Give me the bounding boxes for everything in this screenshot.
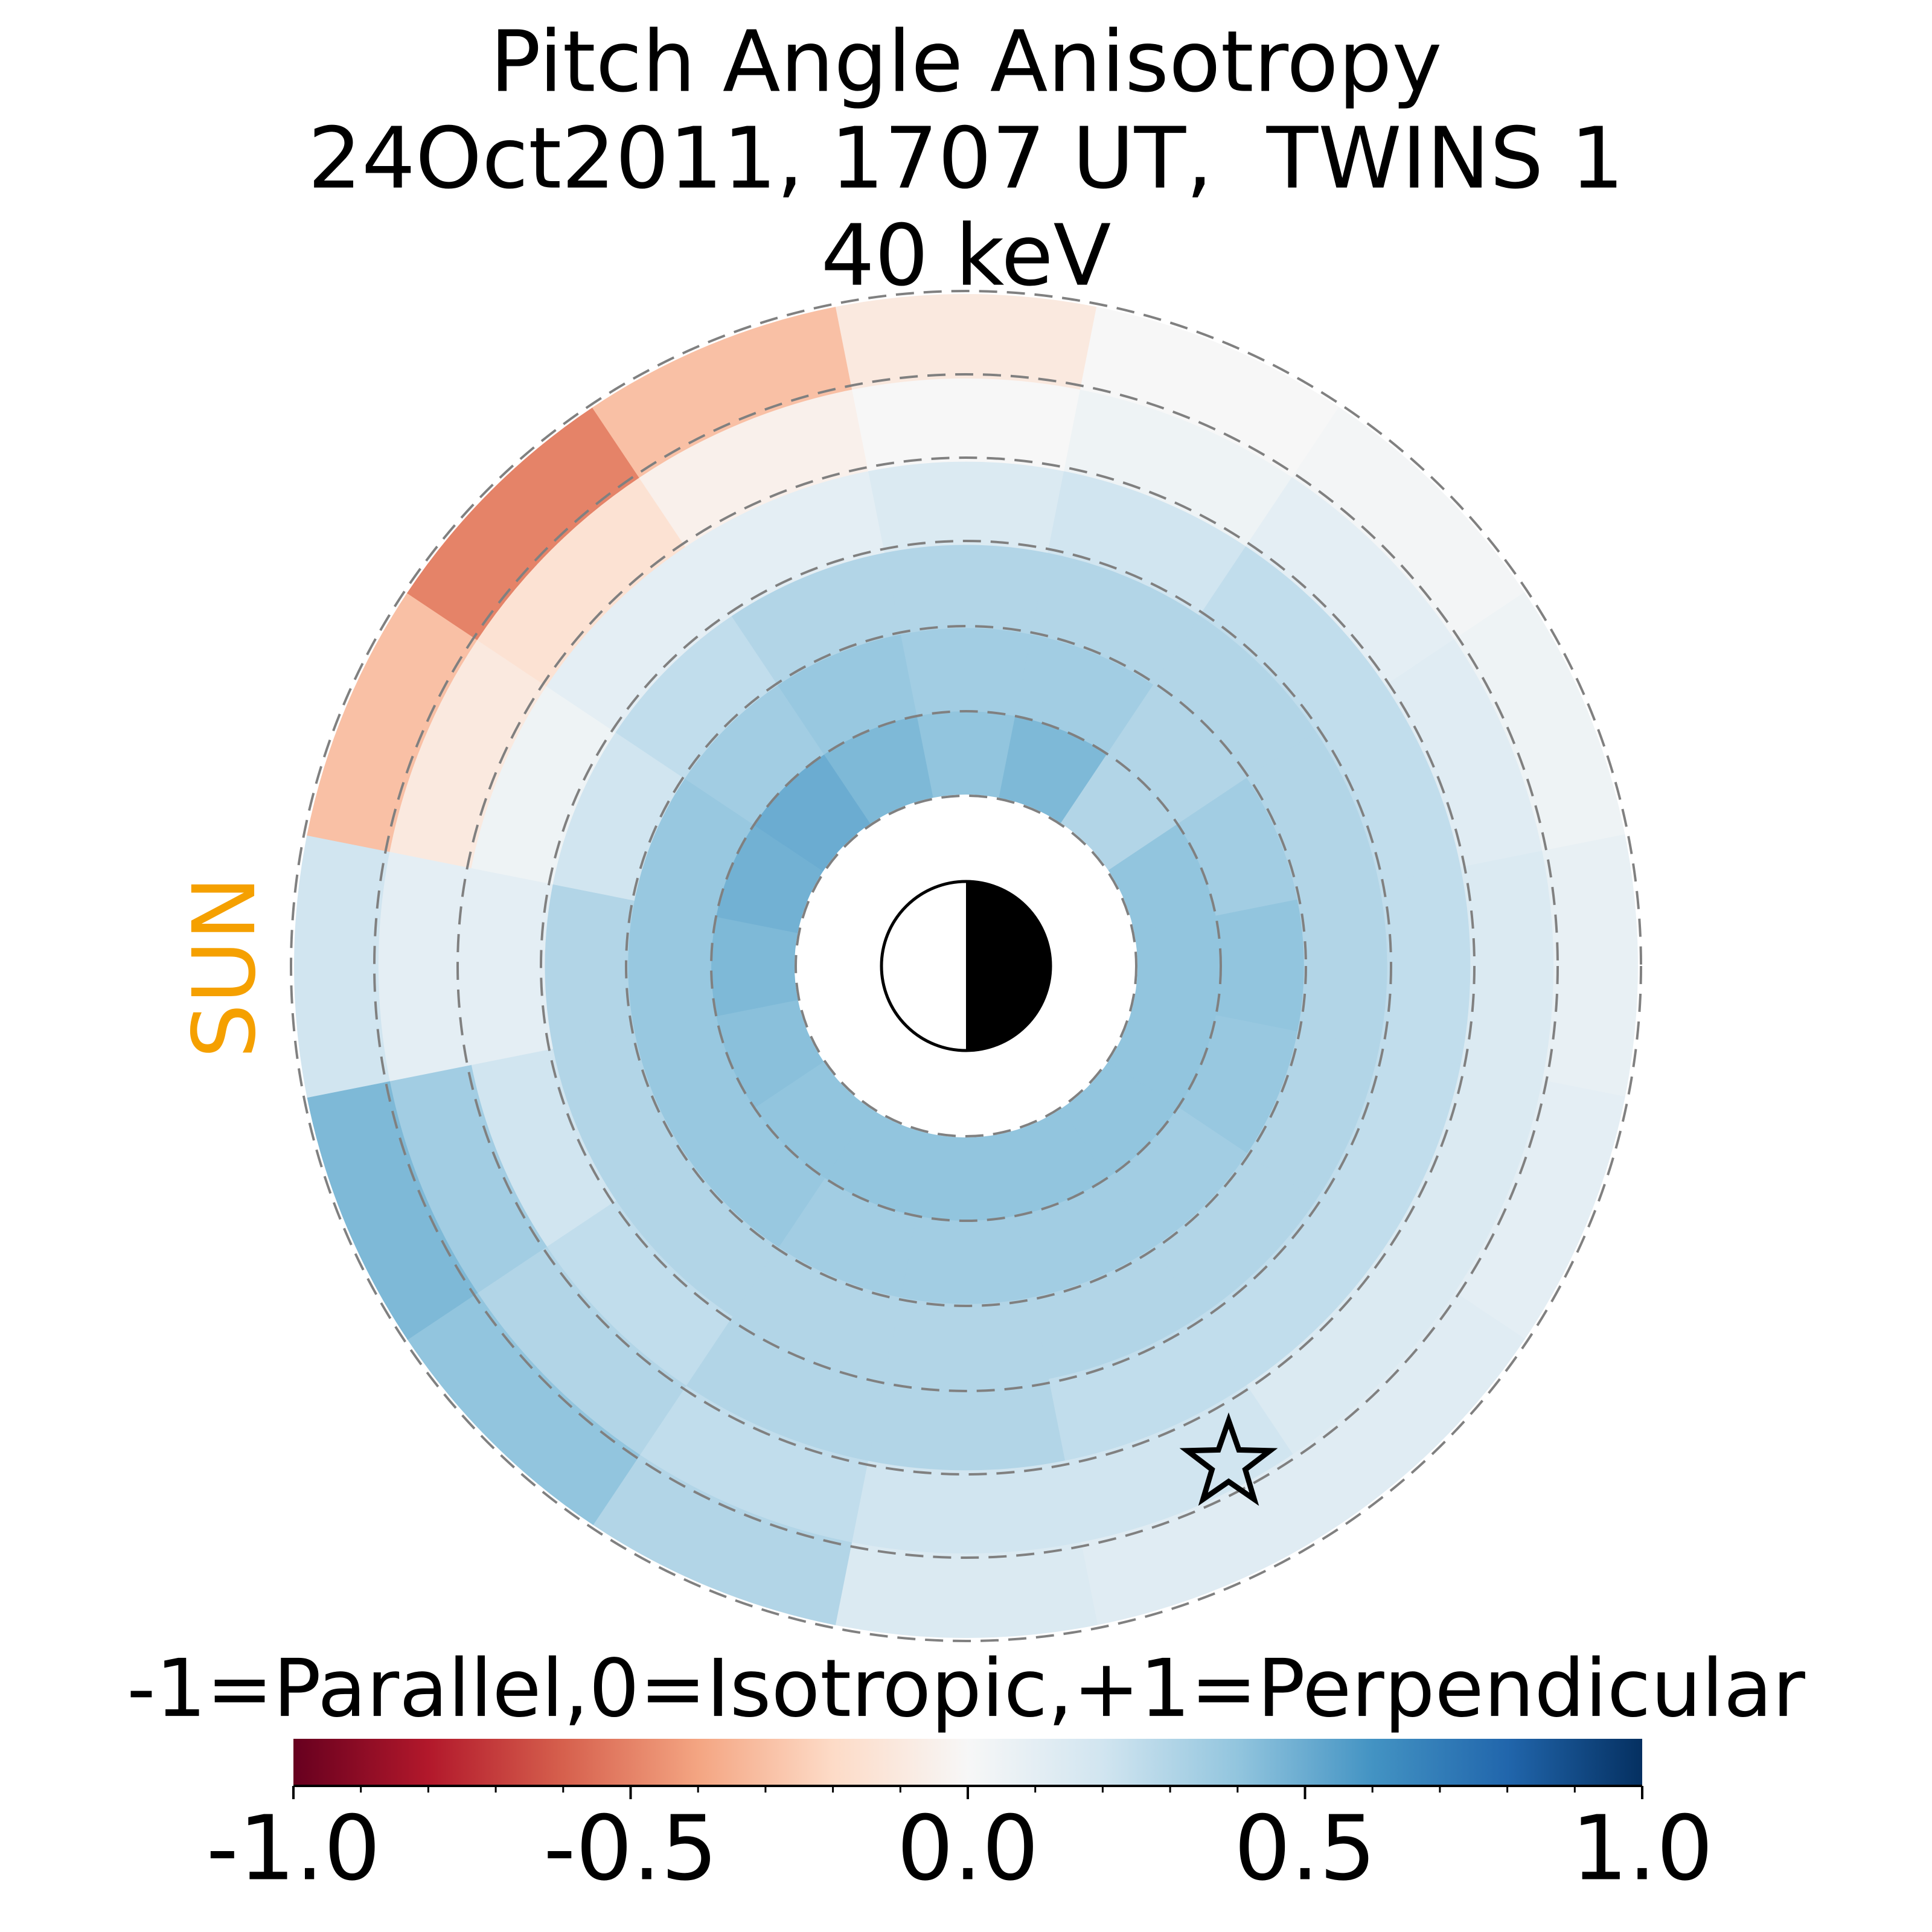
sun-label: SUN — [174, 876, 275, 1058]
colorbar-tick-label: -1.0 — [206, 1797, 381, 1901]
map-cell — [850, 1460, 1082, 1555]
dashed-ring — [290, 290, 1642, 1642]
map-cell — [1297, 883, 1389, 1049]
star-marker — [1179, 1412, 1278, 1506]
chart-title: Pitch Angle Anisotropy — [490, 13, 1442, 112]
map-cell — [710, 915, 798, 1017]
earth — [880, 880, 1052, 1052]
map-cell — [915, 1134, 1017, 1222]
dashed-ring — [373, 373, 1559, 1559]
map-cell — [866, 1378, 1066, 1472]
map-cell — [899, 627, 1033, 717]
map-cell — [460, 866, 554, 1066]
colorbar: -1.0 -0.5 0.0 0.5 1.0 — [206, 1739, 1713, 1901]
colorbar-gradient — [293, 1739, 1642, 1786]
colorbar-tick-label: 1.0 — [1571, 1797, 1713, 1901]
dashed-rings — [290, 290, 1642, 1642]
map-cell — [1215, 899, 1305, 1033]
dashed-ring — [456, 456, 1476, 1476]
map-cell — [899, 1215, 1033, 1305]
chart-subtitle: 24Oct2011, 1707 UT, TWINS 1 — [308, 110, 1624, 208]
dashed-ring — [540, 540, 1392, 1392]
dashed-ring — [795, 795, 1137, 1137]
map-cell — [1134, 915, 1222, 1017]
colorbar-label: -1=Parallel,0=Isotropic,+1=Perpendicular — [127, 1642, 1806, 1735]
map-cell — [866, 460, 1066, 554]
chart-subtitle: 40 keV — [821, 207, 1112, 305]
map-cell — [627, 899, 717, 1033]
map-cell — [915, 710, 1017, 798]
colorbar-tick-label: 0.5 — [1234, 1797, 1376, 1901]
map-cell — [883, 543, 1049, 635]
dashed-ring — [710, 710, 1222, 1222]
colorbar-tick-label: 0.0 — [897, 1797, 1038, 1901]
map-cell — [592, 307, 852, 478]
map-cell — [883, 1297, 1049, 1389]
map-cell — [543, 883, 635, 1049]
map-cell — [1378, 866, 1472, 1066]
polar-map — [294, 294, 1638, 1638]
colorbar-tick-label: -0.5 — [543, 1797, 718, 1901]
dashed-ring — [625, 625, 1307, 1307]
map-cell — [294, 834, 390, 1098]
